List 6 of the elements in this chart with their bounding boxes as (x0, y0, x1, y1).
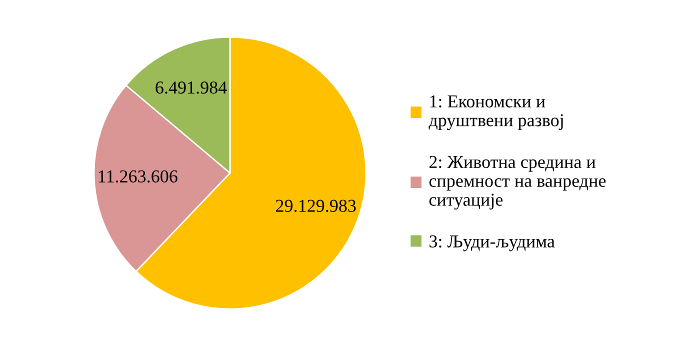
legend-label: 2: Животна средина и спремност на ванредне ситуације (429, 156, 606, 210)
legend-label: 1: Економски и друштвени развој (428, 95, 563, 130)
data-label: 11.263.606 (98, 170, 178, 183)
data-label: 29.129.983 (276, 200, 356, 212)
data-label: 6.491.984 (156, 81, 227, 94)
legend-label: 3: Људи-људима (430, 235, 555, 252)
